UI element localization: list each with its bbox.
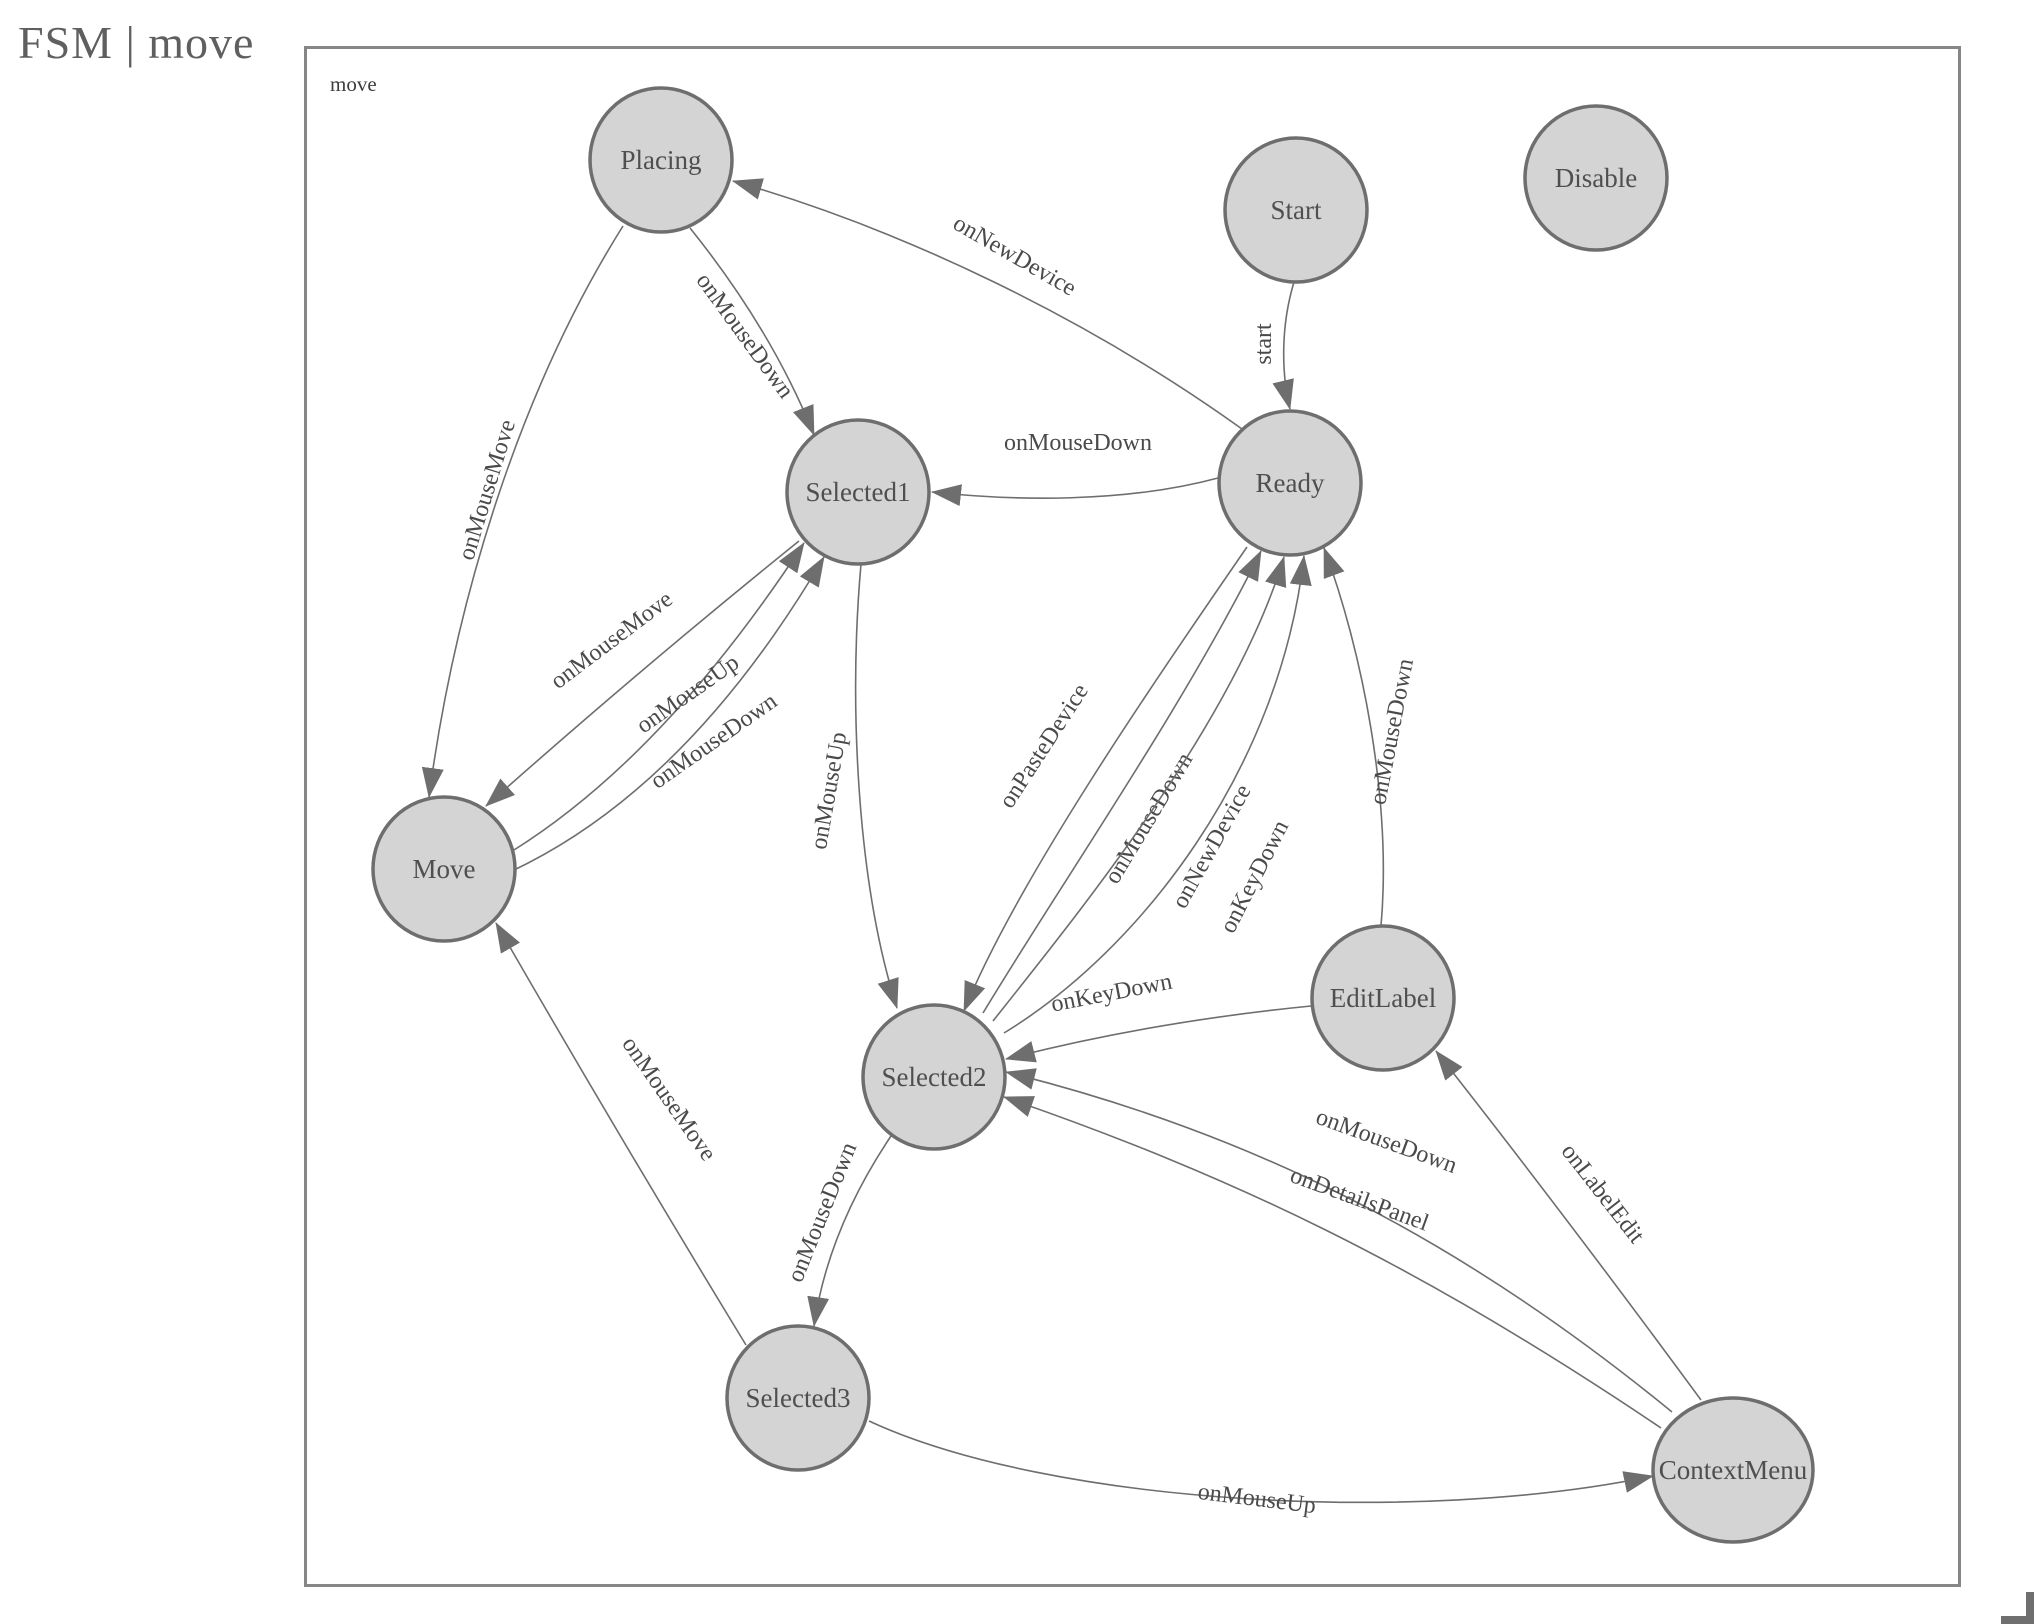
transition-arrow: [868, 1420, 1654, 1504]
state-label: Placing: [621, 145, 702, 175]
transition-arrow: [495, 922, 747, 1346]
transition-label: onPasteDevice: [994, 679, 1093, 813]
transition-arrow: [807, 1135, 892, 1327]
scrollbar-corner[interactable]: [2001, 1616, 2034, 1624]
edge-Ready-Placing-onNewDevice: onNewDevice: [732, 178, 1243, 430]
transition-arrow: [963, 546, 1248, 1012]
edge-Selected3-ContextMenu-onMouseUp: onMouseUp: [868, 1420, 1654, 1519]
transition-arrow: [732, 178, 1243, 430]
transition-arrow: [1003, 1096, 1662, 1429]
state-circle[interactable]: [588, 86, 734, 234]
edge-EditLabel-Ready-onMouseDown: onMouseDown: [1323, 547, 1419, 927]
transition-label: onKeyDown: [1049, 969, 1174, 1018]
transition-label: onMouseDown: [1100, 748, 1199, 888]
edge-ContextMenu-Selected2-onMouseDown: onMouseDown: [1005, 1068, 1673, 1413]
transition-label: onMouseMove: [546, 586, 678, 694]
state-circle[interactable]: [1523, 104, 1669, 252]
state-label: Ready: [1256, 468, 1325, 498]
edge-Selected2-Selected3-onMouseDown: onMouseDown: [783, 1135, 892, 1327]
state-circle[interactable]: [1217, 409, 1363, 557]
transition-arrow: [992, 556, 1287, 1022]
transition-label: onMouseMove: [454, 417, 521, 564]
transition-arrow: [1005, 1005, 1312, 1063]
edge-layer: startonMouseDownonNewDeviceonMouseDownon…: [421, 178, 1702, 1519]
state-label: Move: [413, 854, 476, 884]
transition-arrow: [1323, 547, 1385, 927]
state-node-Ready[interactable]: Ready: [1217, 409, 1363, 557]
state-node-Placing[interactable]: Placing: [588, 86, 734, 234]
state-circle[interactable]: [1651, 1396, 1815, 1544]
transition-arrow: [1435, 1050, 1702, 1401]
state-circle[interactable]: [861, 1003, 1007, 1151]
transition-arrow: [485, 540, 800, 807]
transition-arrow: [689, 227, 815, 436]
state-circle[interactable]: [1310, 924, 1456, 1072]
node-layer: Placing Start Disable Selected1 Ready Move Sel…: [371, 86, 1815, 1544]
transition-label: onMouseUp: [1196, 1479, 1317, 1519]
transition-label: onLabelEdit: [1556, 1139, 1650, 1249]
state-label: EditLabel: [1330, 983, 1436, 1013]
state-label: Selected3: [746, 1383, 851, 1413]
page-title: FSM | move: [18, 17, 255, 68]
transition-label: onMouseMove: [616, 1032, 721, 1166]
state-circle[interactable]: [1223, 136, 1369, 284]
state-label: Disable: [1555, 163, 1637, 193]
transition-label: onMouseDown: [1004, 430, 1152, 456]
transition-label: onMouseDown: [1312, 1104, 1460, 1179]
state-label: ContextMenu: [1659, 1455, 1808, 1485]
edge-Selected3-Move-onMouseMove: onMouseMove: [495, 922, 747, 1346]
transition-arrow: [511, 556, 825, 872]
state-node-Selected3[interactable]: Selected3: [725, 1324, 871, 1472]
edge-Selected1-Selected2-onMouseUp: onMouseUp: [806, 563, 899, 1009]
transition-arrow: [854, 563, 899, 1009]
transition-arrow: [931, 477, 1219, 507]
transition-arrow: [1003, 555, 1312, 1034]
state-label: Selected1: [806, 477, 911, 507]
state-label: Selected2: [882, 1062, 987, 1092]
transition-label: onMouseUp: [806, 730, 852, 851]
fsm-canvas-panel: [304, 46, 1961, 1587]
state-node-EditLabel[interactable]: EditLabel: [1310, 924, 1456, 1072]
transition-label: onDetailsPanel: [1287, 1162, 1433, 1236]
edge-Selected2-Ready-onNewDevice: onNewDevice: [992, 556, 1287, 1022]
transition-arrow: [513, 542, 805, 851]
edge-ContextMenu-EditLabel-onLabelEdit: onLabelEdit: [1435, 1050, 1702, 1401]
transition-arrow: [982, 550, 1262, 1014]
graph-caption: move: [330, 72, 377, 96]
state-node-ContextMenu[interactable]: ContextMenu: [1651, 1396, 1815, 1544]
edge-ContextMenu-Selected2-onDetailsPanel: onDetailsPanel: [1003, 1096, 1662, 1429]
transition-label: onMouseDown: [1365, 657, 1419, 807]
transition-label: onMouseDown: [783, 1139, 863, 1286]
transition-label: onNewDevice: [949, 210, 1081, 301]
state-node-Disable[interactable]: Disable: [1523, 104, 1669, 252]
edge-EditLabel-Selected2-onKeyDown: onKeyDown: [1005, 969, 1312, 1063]
edge-Ready-Selected1-onMouseDown: onMouseDown: [931, 430, 1219, 507]
transition-arrow: [1005, 1068, 1673, 1413]
state-node-Start[interactable]: Start: [1223, 136, 1369, 284]
state-circle[interactable]: [725, 1324, 871, 1472]
edge-Placing-Selected1-onMouseDown: onMouseDown: [689, 227, 815, 436]
state-node-Selected2[interactable]: Selected2: [861, 1003, 1007, 1151]
state-circle[interactable]: [785, 418, 931, 566]
state-circle[interactable]: [371, 795, 517, 943]
state-node-Selected1[interactable]: Selected1: [785, 418, 931, 566]
edge-Selected1-Move-onMouseMove: onMouseMove: [485, 540, 800, 807]
state-label: Start: [1271, 195, 1322, 225]
edge-Ready-Selected2-onPasteDevice: onPasteDevice: [963, 546, 1248, 1012]
transition-arrow: [421, 225, 624, 798]
transition-label: onMouseDown: [691, 268, 799, 403]
transition-label: start: [1251, 323, 1277, 365]
state-node-Move[interactable]: Move: [371, 795, 517, 943]
edge-Start-Ready-start: start: [1251, 281, 1295, 410]
scrollbar-corner[interactable]: [2026, 1592, 2034, 1624]
transition-arrow: [1272, 281, 1295, 410]
